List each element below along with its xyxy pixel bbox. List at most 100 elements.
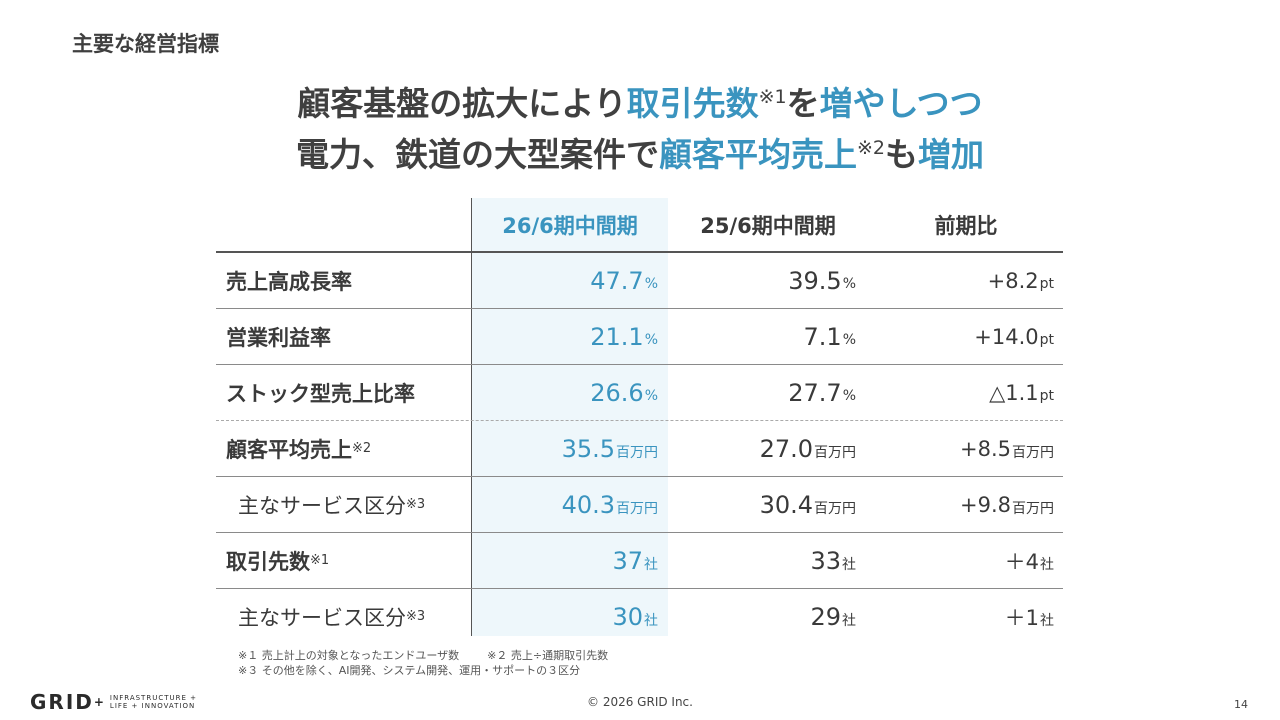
headline: 顧客基盤の拡大により取引先数※1を増やしつつ 電力、鉄道の大型案件で顧客平均売上… [0,78,1280,180]
prior-value: 7.1% [678,309,856,364]
value-number: 29 [810,602,841,631]
table-row: 主なサービス区分 ※3 30 社 29 社 ＋1 社 [216,589,1063,644]
value-unit: 社 [644,556,658,573]
prior-value: 33 社 [678,533,856,588]
value-unit: 百万円 [616,500,658,517]
logo-tagline-2: LIFE + INNOVATION [109,702,196,710]
change-value: +8.2 pt [876,253,1054,308]
headline-text: 電力、鉄道の大型案件で [295,135,659,174]
headline-text: を [786,84,820,123]
prior-value: 27.0 百万円 [678,421,856,476]
footnote-marker: ※1 [758,86,787,108]
change-value: +14.0 pt [876,309,1054,364]
row-label-text: 売上高成長率 [226,269,352,294]
value-number: △1.1 [989,380,1039,405]
prior-value: 27.7% [678,365,856,420]
value-unit: 社 [644,612,658,629]
row-label-text: 主なサービス区分 [238,605,406,630]
row-label-text: 主なサービス区分 [238,493,406,518]
row-label: 売上高成長率 [226,253,476,308]
current-value: 37 社 [472,533,658,588]
table-row: 顧客平均売上 ※2 35.5 百万円 27.0 百万円 +8.5 百万円 [216,421,1063,477]
value-number: 7.1 [803,322,842,351]
row-label-text: 顧客平均売上 [226,437,352,462]
value-unit: % [842,331,856,348]
headline-highlight: 顧客平均売上 [658,135,857,174]
current-value: 47.7% [472,253,658,308]
value-unit: 百万円 [814,500,856,517]
header-yoy-change: 前期比 [934,213,998,238]
change-value: △1.1 pt [876,365,1054,420]
row-label: ストック型売上比率 [226,365,476,420]
value-unit: 百万円 [616,444,658,461]
value-number: 35.5 [561,434,615,463]
footnote-2: ※２ 売上÷通期取引先数 [487,649,609,662]
headline-highlight: 増加 [918,135,984,174]
row-label: 主なサービス区分 ※3 [238,477,488,532]
prior-value: 39.5% [678,253,856,308]
row-label-text: 営業利益率 [226,325,331,350]
headline-text: 顧客基盤の拡大により [297,84,627,123]
table-row: 取引先数 ※1 37 社 33 社 ＋4 社 [216,533,1063,589]
header-current-period: 26/6期中間期 [502,213,638,238]
current-value: 40.3 百万円 [472,477,658,532]
footnote-line: ※１ 売上計上の対象となったエンドユーザ数 ※２ 売上÷通期取引先数 [238,648,608,663]
footnote-3: ※３ その他を除く、AI開発、システム開発、運用・サポートの３区分 [238,664,581,677]
value-number: +8.2 [987,268,1039,293]
headline-line-1: 顧客基盤の拡大により取引先数※1を増やしつつ [0,78,1280,129]
value-unit: % [644,275,658,292]
row-label-text: 取引先数 [226,549,310,574]
value-number: 30.4 [759,490,813,519]
value-number: 37 [612,546,643,575]
current-value: 35.5 百万円 [472,421,658,476]
prior-value: 30.4 百万円 [678,477,856,532]
table-row: ストック型売上比率 26.6% 27.7% △1.1 pt [216,365,1063,421]
value-unit: 社 [842,556,856,573]
change-value: +8.5 百万円 [876,421,1054,476]
prior-value: 29 社 [678,589,856,644]
value-number: 27.0 [759,434,813,463]
value-unit: pt [1039,387,1054,404]
current-value: 30 社 [472,589,658,644]
table-row: 売上高成長率 47.7% 39.5% +8.2 pt [216,253,1063,309]
current-period-highlight [472,198,668,636]
value-unit: pt [1039,275,1054,292]
table-row: 営業利益率 21.1% 7.1% +14.0 pt [216,309,1063,365]
value-number: 39.5 [788,266,842,295]
value-number: 27.7 [788,378,842,407]
value-unit: 社 [842,612,856,629]
headline-text: も [885,135,918,174]
headline-highlight: 増やしつつ [819,84,983,123]
current-value: 26.6% [472,365,658,420]
kpi-table: 26/6期中間期 25/6期中間期 前期比 売上高成長率 47.7% 39.5%… [216,198,1063,644]
value-number: 40.3 [561,490,615,519]
footnotes: ※１ 売上計上の対象となったエンドユーザ数 ※２ 売上÷通期取引先数 ※３ その他… [238,648,608,678]
row-label: 取引先数 ※1 [226,533,476,588]
section-title: 主要な経営指標 [72,32,219,56]
value-unit: pt [1039,331,1054,348]
value-unit: 社 [1040,612,1054,629]
change-value: +9.8 百万円 [876,477,1054,532]
change-value: ＋1 社 [876,589,1054,644]
value-unit: 百万円 [1012,500,1054,517]
value-unit: % [842,275,856,292]
row-label: 顧客平均売上 ※2 [226,421,476,476]
header-prior-period: 25/6期中間期 [700,213,836,238]
value-number: 26.6 [590,378,644,407]
row-label-text: ストック型売上比率 [226,381,415,406]
value-unit: % [644,331,658,348]
value-number: 33 [810,546,841,575]
value-unit: % [842,387,856,404]
value-number: ＋4 [1004,549,1039,574]
logo-tagline-1: INFRASTRUCTURE + [109,694,197,702]
current-value: 21.1% [472,309,658,364]
headline-highlight: 取引先数 [626,84,759,123]
value-unit: 百万円 [814,444,856,461]
value-unit: 百万円 [1012,444,1054,461]
value-number: +9.8 [960,492,1011,517]
change-value: ＋4 社 [876,533,1054,588]
value-unit: 社 [1040,556,1054,573]
value-number: 30 [612,602,643,631]
footnote-marker: ※2 [856,137,885,159]
headline-line-2: 電力、鉄道の大型案件で顧客平均売上※2も増加 [0,129,1280,180]
